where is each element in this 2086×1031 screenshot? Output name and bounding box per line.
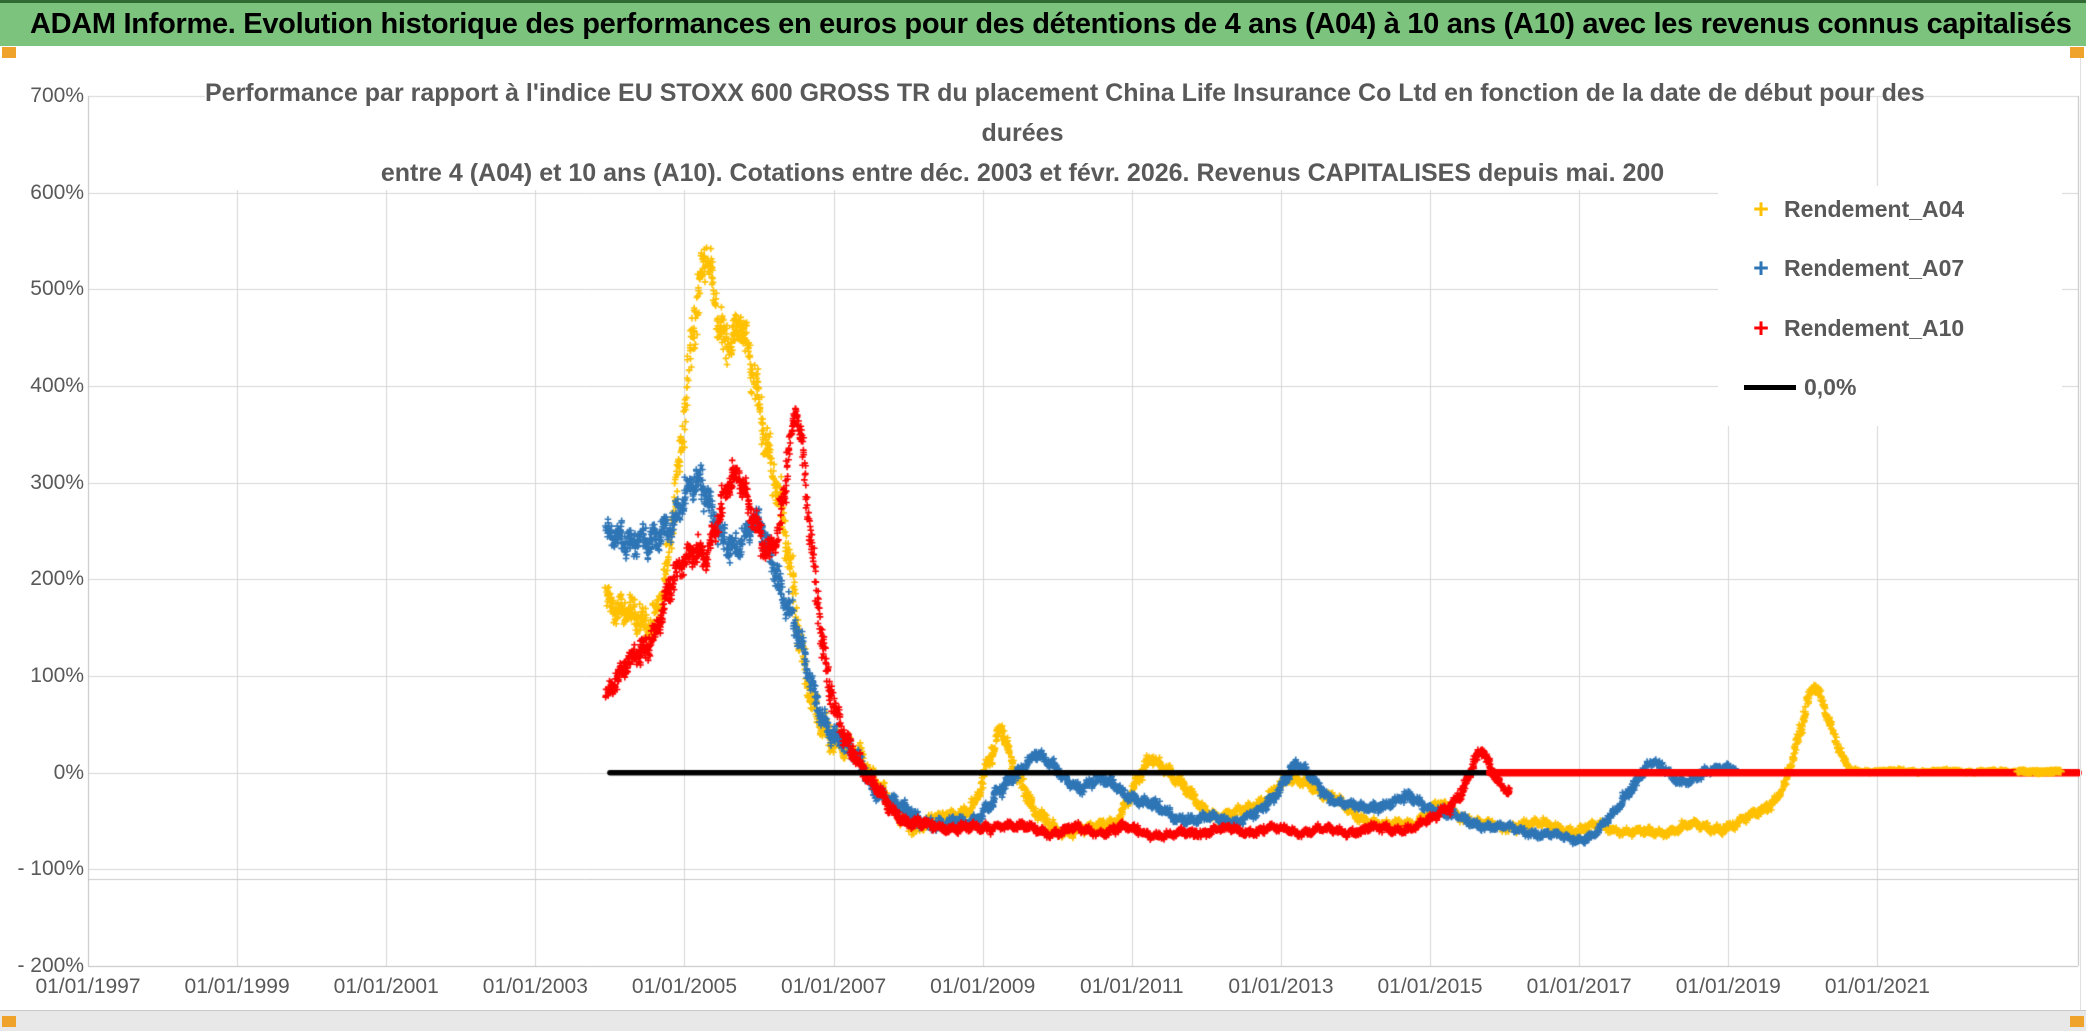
x-tick-label: 01/01/2005 [631, 975, 738, 998]
chart-title-line-2: durées [981, 119, 1064, 147]
y-tick-label: 700% [30, 84, 84, 107]
bottom-strip [0, 1010, 2086, 1031]
legend-item[interactable]: + Rendement_A10 [1744, 308, 1964, 348]
chart-title-line-1: Performance par rapport à l'indice EU ST… [205, 79, 1925, 107]
x-tick-label: 01/01/1999 [184, 975, 290, 998]
y-tick-label: - 200% [17, 954, 84, 977]
x-tick-label: 01/01/2011 [1080, 975, 1184, 998]
resize-handle-top-right[interactable] [2070, 47, 2084, 58]
y-tick-label: 100% [30, 664, 84, 687]
legend-item-label: 0,0% [1804, 374, 1857, 400]
legend-marker-icon: + [1753, 312, 1769, 343]
x-tick-label: 01/01/1997 [35, 975, 141, 998]
resize-handle-bottom-right[interactable] [2070, 1016, 2084, 1027]
y-tick-label: 300% [30, 470, 84, 494]
legend-item[interactable]: 0,0% [1744, 368, 1856, 408]
chart-title: Performance par rapport à l'indice EU ST… [205, 56, 1925, 190]
legend-item[interactable]: + Rendement_A04 [1744, 189, 1964, 229]
legend-item-label: Rendement_A07 [1784, 255, 1965, 281]
resize-handle-top-left[interactable] [2, 47, 16, 58]
y-tick-label: 400% [30, 374, 84, 397]
x-tick-label: 01/01/2013 [1228, 975, 1334, 998]
y-tick-label: - 100% [17, 857, 84, 881]
legend: + Rendement_A04 + Rendement_A07 + Rendement_A… [1718, 186, 2062, 426]
legend-item-label: Rendement_A04 [1784, 195, 1965, 222]
y-tick-label: 0% [53, 760, 84, 784]
x-tick-label: 01/01/2009 [930, 975, 1036, 998]
x-tick-label: 01/01/2015 [1377, 975, 1483, 998]
chart-title-line-3: entre 4 (A04) et 10 ans (A10). Cotations… [380, 159, 1665, 187]
legend-marker-icon: + [1753, 253, 1769, 283]
y-tick-label: 600% [30, 180, 84, 204]
y-tick-label: 500% [30, 277, 84, 301]
legend-item-label: Rendement_A10 [1784, 314, 1965, 341]
y-tick-label: 200% [30, 567, 84, 591]
x-tick-label: 01/01/2021 [1824, 975, 1930, 998]
legend-line-icon [1744, 385, 1796, 390]
legend-item[interactable]: + Rendement_A07 [1744, 249, 1964, 289]
x-tick-label: 01/01/2001 [333, 975, 439, 998]
legend-marker-icon: + [1753, 193, 1769, 224]
x-tick-label: 01/01/2019 [1675, 975, 1781, 998]
x-tick-label: 01/01/2003 [482, 975, 588, 998]
chart-frame-right-border [2080, 50, 2081, 1012]
resize-handle-bottom-left[interactable] [2, 1016, 16, 1027]
x-tick-label: 01/01/2007 [781, 975, 887, 998]
x-tick-label: 01/01/2017 [1526, 975, 1632, 998]
